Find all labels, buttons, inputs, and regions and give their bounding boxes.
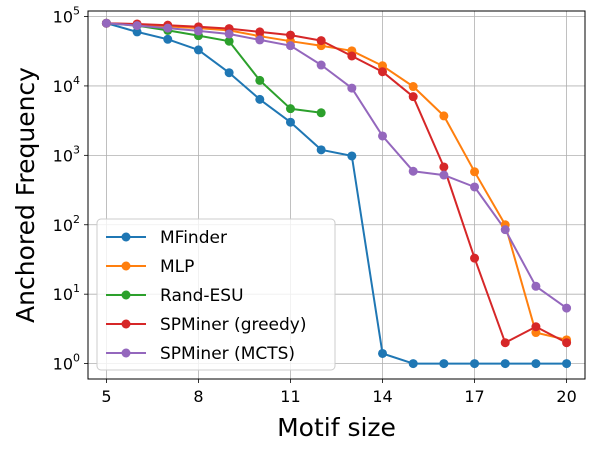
data-point-mfinder [163, 34, 173, 44]
data-point-spminer-greedy [470, 253, 480, 263]
data-point-spminer-greedy [347, 51, 357, 61]
y-tick-exponent: 0 [73, 352, 80, 365]
data-point-spminer-mcts [285, 41, 295, 51]
y-tick-base: 10 [53, 216, 73, 235]
y-tick-label: 101 [53, 282, 80, 304]
data-point-mfinder [347, 151, 357, 161]
data-point-mfinder [378, 348, 388, 358]
data-point-rand-esu [316, 108, 326, 118]
data-point-spminer-mcts [163, 23, 173, 33]
x-tick-label: 17 [464, 387, 484, 406]
data-point-mlp [439, 111, 449, 121]
legend-marker-mfinder [121, 232, 131, 242]
series-line-spminer-mcts [106, 22, 568, 309]
y-tick-base: 10 [53, 77, 73, 96]
series-lines [106, 22, 568, 365]
data-point-mfinder [439, 359, 449, 369]
data-point-spminer-greedy [439, 162, 449, 172]
legend-box [96, 218, 336, 371]
x-tick-label: 14 [372, 387, 392, 406]
legend-label-mlp: MLP [160, 257, 194, 277]
x-tick-label: 11 [280, 387, 300, 406]
data-point-spminer-mcts [132, 21, 142, 31]
data-point-mfinder [193, 45, 203, 55]
y-tick-exponent: 4 [73, 74, 80, 87]
data-point-spminer-greedy [408, 92, 418, 102]
data-point-mfinder [531, 359, 541, 369]
y-tick-label: 103 [53, 143, 80, 165]
data-point-spminer-greedy [531, 322, 541, 332]
data-point-spminer-mcts [408, 166, 418, 176]
y-tick-label: 100 [53, 352, 80, 374]
y-tick-exponent: 3 [73, 143, 80, 156]
data-point-mfinder [408, 359, 418, 369]
data-point-mfinder [132, 27, 142, 37]
y-tick-base: 10 [53, 146, 73, 165]
data-point-spminer-mcts [347, 83, 357, 93]
data-point-spminer-mcts [224, 29, 234, 39]
y-tick-base: 10 [53, 285, 73, 304]
data-point-spminer-mcts [101, 18, 111, 28]
legend-label-rand-esu: Rand-ESU [160, 286, 244, 306]
legend-marker-spminer-greedy [121, 319, 131, 329]
data-point-mfinder [224, 68, 234, 78]
data-point-spminer-mcts [500, 225, 510, 235]
data-point-spminer-mcts [439, 170, 449, 180]
series-markers [101, 18, 572, 369]
legend-marker-rand-esu [121, 290, 131, 300]
data-point-spminer-greedy [378, 67, 388, 77]
data-point-spminer-mcts [255, 35, 265, 45]
data-point-rand-esu [224, 36, 234, 46]
y-tick-exponent: 2 [73, 213, 80, 226]
y-tick-label: 104 [53, 74, 80, 96]
data-point-mfinder [316, 145, 326, 155]
data-point-spminer-mcts [193, 26, 203, 36]
legend-label-spminer-mcts: SPMiner (MCTS) [160, 344, 295, 364]
y-tick-label: 105 [53, 4, 80, 26]
series-line-spminer-greedy [106, 22, 568, 344]
series-line-mfinder [106, 22, 567, 365]
legend-label-mfinder: MFinder [160, 228, 227, 248]
data-point-mfinder [285, 117, 295, 127]
data-point-spminer-mcts [470, 182, 480, 192]
x-axis-title: Motif size [277, 413, 396, 442]
x-tick-label: 5 [101, 387, 111, 406]
data-point-spminer-mcts [378, 131, 388, 141]
y-tick-exponent: 5 [73, 4, 80, 17]
data-point-spminer-mcts [562, 303, 572, 313]
data-point-spminer-mcts [316, 60, 326, 70]
data-point-mlp [470, 167, 480, 177]
data-point-spminer-greedy [316, 36, 326, 46]
data-point-mlp [408, 82, 418, 92]
legend-label-spminer-greedy: SPMiner (greedy) [160, 315, 307, 335]
legend: MFinder MLP Rand-ESU SPMiner (greedy) SPMine… [96, 218, 336, 371]
y-tick-label: 102 [53, 213, 80, 235]
plot-frame [87, 10, 586, 380]
y-tick-base: 10 [53, 355, 73, 374]
x-tick-label: 20 [556, 387, 576, 406]
data-point-spminer-mcts [531, 281, 541, 291]
data-point-spminer-greedy [562, 338, 572, 348]
x-tick-label: 8 [193, 387, 203, 406]
legend-marker-mlp [121, 261, 131, 271]
data-point-spminer-greedy [255, 27, 265, 37]
data-point-mfinder [470, 359, 480, 369]
data-point-mfinder [500, 359, 510, 369]
data-point-rand-esu [255, 75, 265, 85]
y-axis-title: Anchored Frequency [11, 67, 40, 323]
data-point-spminer-greedy [500, 338, 510, 348]
y-tick-base: 10 [53, 7, 73, 26]
legend-marker-spminer-mcts [121, 348, 131, 358]
data-point-rand-esu [285, 104, 295, 114]
data-point-mfinder [255, 94, 265, 104]
x-axis: 5 8 11 14 17 20 [101, 379, 577, 406]
y-tick-exponent: 1 [73, 282, 80, 295]
data-point-spminer-greedy [285, 30, 295, 40]
data-point-mfinder [562, 359, 572, 369]
